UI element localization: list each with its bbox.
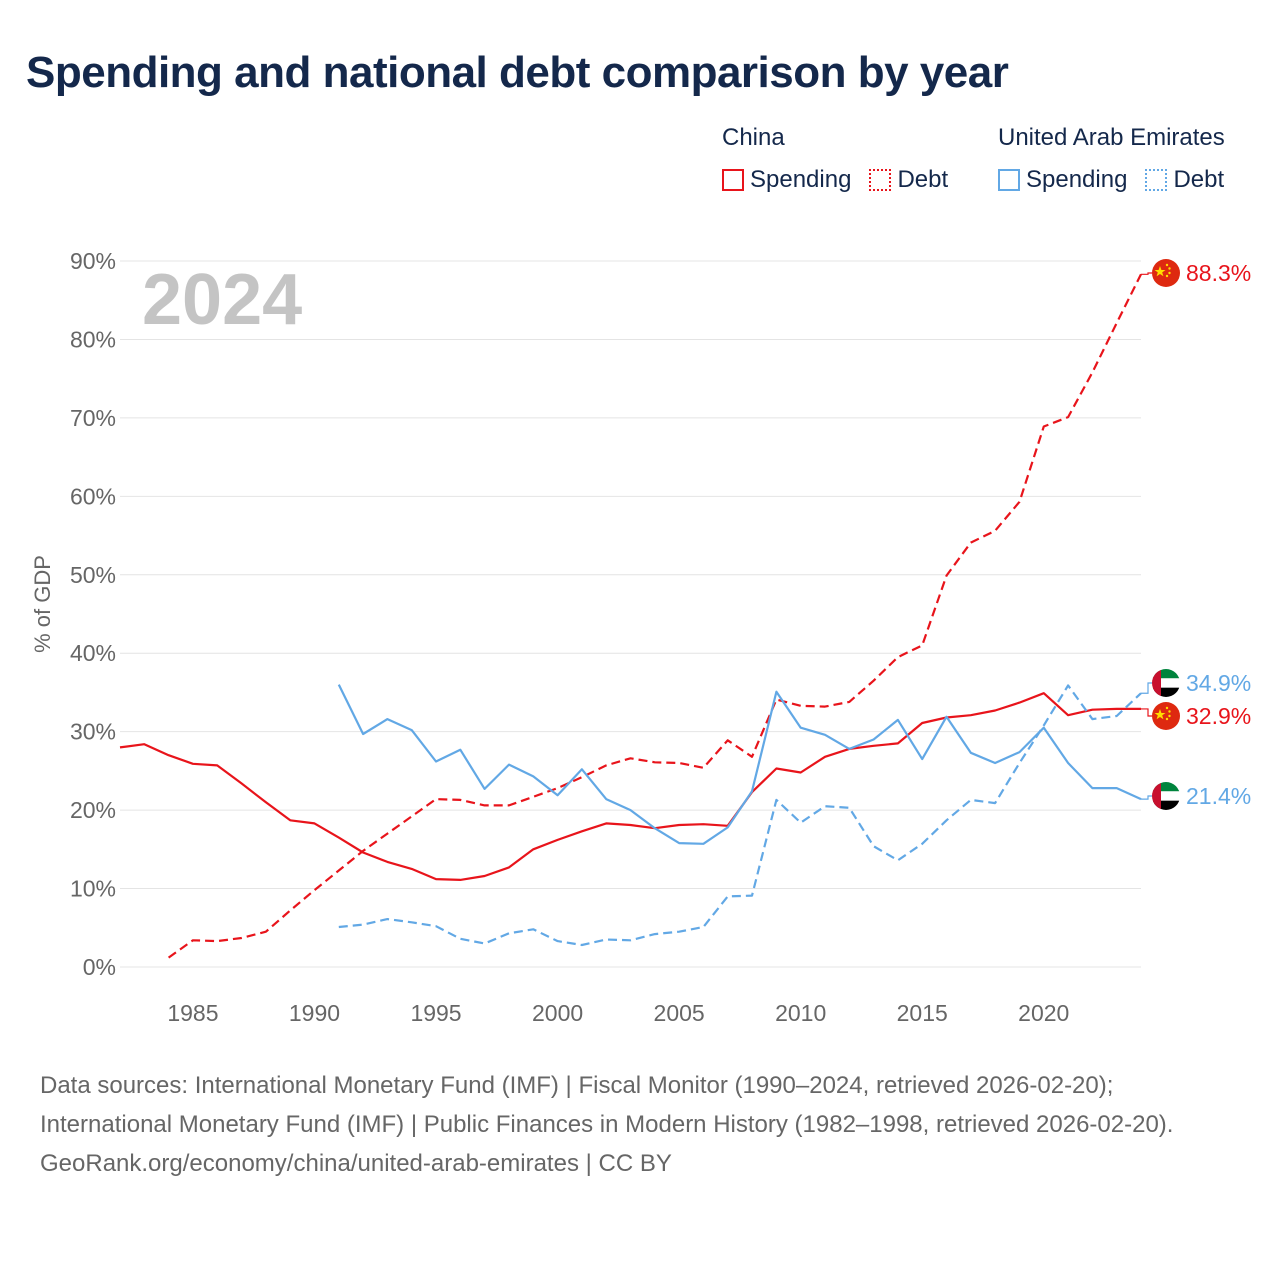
legend-label: Debt bbox=[897, 166, 949, 193]
y-axis-label: % of GDP bbox=[30, 555, 55, 653]
end-value-label: 88.3% bbox=[1186, 260, 1251, 286]
end-value-label: 21.4% bbox=[1186, 783, 1251, 809]
y-tick-label: 30% bbox=[70, 719, 116, 745]
x-tick-label: 2015 bbox=[897, 1000, 948, 1026]
y-tick-label: 20% bbox=[70, 797, 116, 823]
y-tick-label: 0% bbox=[83, 954, 116, 980]
year-watermark: 2024 bbox=[142, 260, 302, 340]
end-label-connector bbox=[1141, 708, 1152, 717]
x-tick-label: 1990 bbox=[289, 1000, 340, 1026]
uae-flag-icon bbox=[1152, 782, 1180, 810]
end-value-label: 32.9% bbox=[1186, 703, 1251, 729]
series-line-1[interactable] bbox=[167, 273, 1142, 959]
end-labels: 88.3% 34.9% 32.9% 21.4% bbox=[1141, 259, 1251, 810]
sources-text: Data sources: International Monetary Fun… bbox=[40, 1072, 1174, 1138]
end-label-connector bbox=[1141, 682, 1152, 694]
x-axis-ticks: 1985 1990 1995 2000 2005 2010 2015 2020 bbox=[167, 1000, 1069, 1026]
line-chart: 2024 0%10%20%30%40%50%60%70%80%90% 1985 1… bbox=[30, 248, 1251, 1026]
legend-swatch-solid-blue bbox=[998, 169, 1020, 191]
series-line-2[interactable] bbox=[337, 684, 1142, 845]
x-tick-label: 2005 bbox=[654, 1000, 705, 1026]
y-tick-label: 70% bbox=[70, 405, 116, 431]
y-tick-label: 10% bbox=[70, 876, 116, 902]
end-label-connector bbox=[1141, 795, 1152, 800]
legend-group-china: China Spending Debt bbox=[722, 124, 948, 194]
legend-item-china-debt[interactable]: Debt bbox=[869, 166, 948, 194]
legend-label: Spending bbox=[1026, 166, 1128, 193]
legend-item-china-spending[interactable]: Spending bbox=[722, 166, 851, 194]
series-line-3[interactable] bbox=[338, 684, 1142, 947]
y-tick-label: 40% bbox=[70, 640, 116, 666]
gridlines bbox=[120, 260, 1141, 968]
legend-item-uae-spending[interactable]: Spending bbox=[998, 166, 1127, 194]
china-flag-icon bbox=[1152, 702, 1180, 730]
series-line-0[interactable] bbox=[119, 692, 1141, 882]
legend-label: Debt bbox=[1173, 166, 1225, 193]
attribution-link[interactable]: GeoRank.org/economy/china/united-arab-em… bbox=[40, 1150, 672, 1177]
y-tick-label: 80% bbox=[70, 326, 116, 352]
legend-country-china: China bbox=[722, 124, 785, 151]
chart-title: Spending and national debt comparison by… bbox=[26, 48, 1009, 97]
data-sources: Data sources: International Monetary Fun… bbox=[40, 1066, 1240, 1183]
x-tick-label: 2020 bbox=[1018, 1000, 1069, 1026]
y-tick-label: 60% bbox=[70, 483, 116, 509]
legend-swatch-dotted-blue bbox=[1145, 169, 1168, 191]
legend-swatch-dotted-red bbox=[869, 169, 892, 191]
y-tick-label: 90% bbox=[70, 248, 116, 274]
uae-flag-icon bbox=[1152, 669, 1180, 697]
end-value-label: 34.9% bbox=[1186, 670, 1251, 696]
x-tick-label: 2000 bbox=[532, 1000, 583, 1026]
x-tick-label: 1995 bbox=[410, 1000, 461, 1026]
x-tick-label: 1985 bbox=[167, 1000, 218, 1026]
x-tick-label: 2010 bbox=[775, 1000, 826, 1026]
legend-swatch-solid-red bbox=[722, 169, 744, 191]
legend-label: Spending bbox=[750, 166, 852, 193]
legend-item-uae-debt[interactable]: Debt bbox=[1145, 166, 1224, 194]
y-axis-ticks: 0% 10% 20% 30% 40% 50% 60% 70% 80% 90% bbox=[70, 248, 116, 980]
series-lines bbox=[119, 273, 1142, 959]
end-label-connector bbox=[1141, 272, 1152, 275]
legend-country-uae: United Arab Emirates bbox=[998, 124, 1225, 151]
y-tick-label: 50% bbox=[70, 562, 116, 588]
legend-group-uae: United Arab Emirates Spending Debt bbox=[998, 124, 1225, 194]
china-flag-icon bbox=[1152, 259, 1180, 287]
